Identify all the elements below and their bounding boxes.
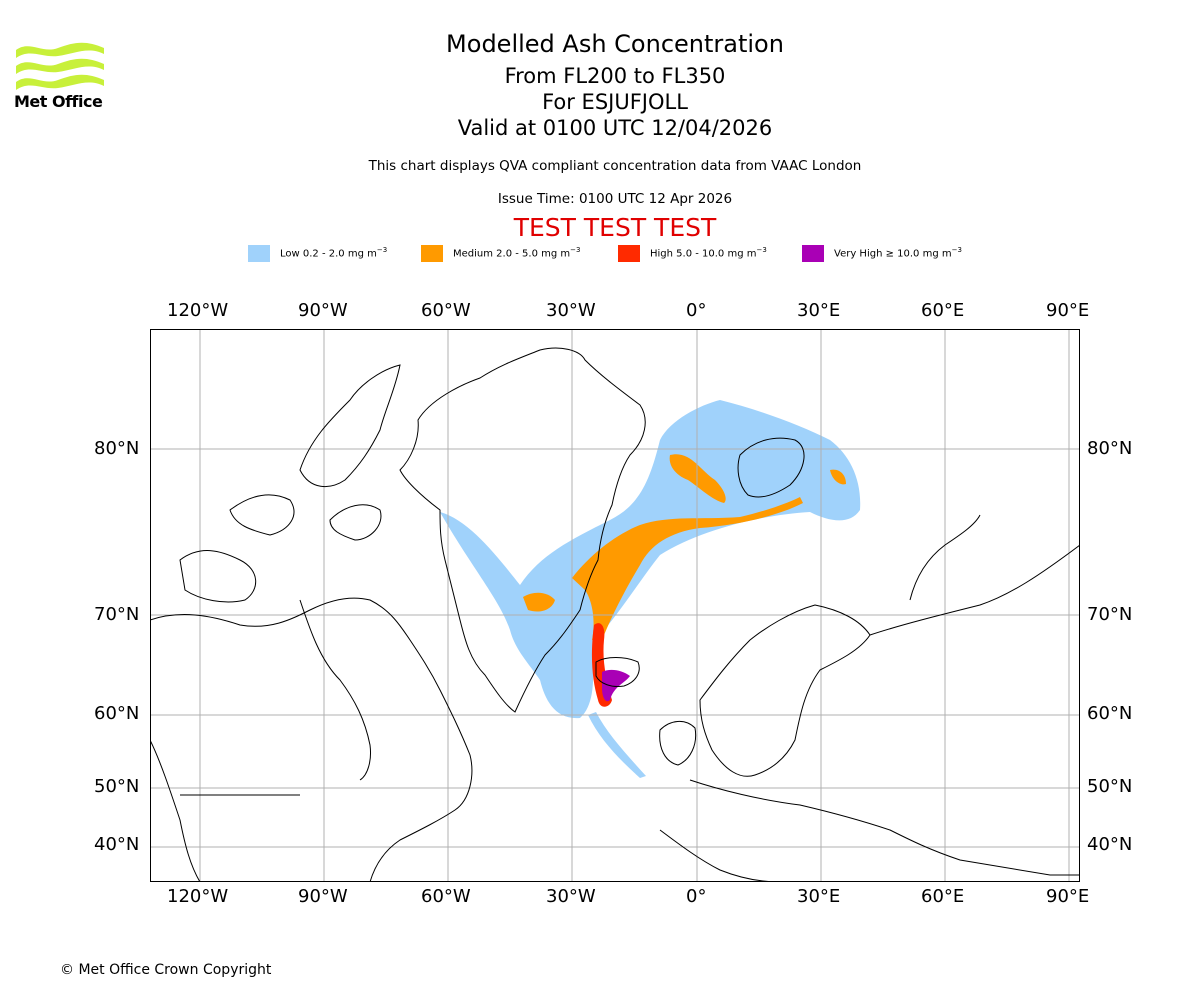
valid-time: Valid at 0100 UTC 12/04/2026: [457, 116, 773, 140]
lat-tick-left: 80°N: [94, 438, 140, 459]
copyright-notice: © Met Office Crown Copyright: [60, 962, 272, 978]
coastlines: [150, 347, 1080, 882]
legend-swatch-low: [248, 244, 270, 262]
lon-tick-bottom: 60°W: [421, 886, 471, 907]
lon-tick-bottom: 90°W: [298, 886, 348, 907]
ash-medium-region: [523, 454, 846, 640]
flight-levels: From FL200 to FL350: [504, 64, 726, 88]
lon-tick-bottom: 0°: [686, 886, 707, 907]
lat-tick-right: 40°N: [1087, 834, 1133, 855]
lat-tick-right: 50°N: [1087, 776, 1133, 797]
legend-label-high: High 5.0 - 10.0 mg m−3: [650, 246, 767, 260]
legend-item-medium: Medium 2.0 - 5.0 mg m−3: [421, 244, 580, 262]
lon-tick-top: 30°E: [797, 300, 841, 321]
lon-tick-bottom: 120°W: [167, 886, 229, 907]
legend-item-low: Low 0.2 - 2.0 mg m−3: [248, 244, 387, 262]
met-office-wave-logo-icon: [16, 42, 104, 90]
lon-tick-bottom: 30°E: [797, 886, 841, 907]
lon-tick-bottom: 60°E: [921, 886, 965, 907]
legend-label-low: Low 0.2 - 2.0 mg m−3: [280, 246, 388, 260]
lon-tick-top: 30°W: [546, 300, 596, 321]
legend-swatch-very-high: [802, 244, 824, 262]
legend-item-high: High 5.0 - 10.0 mg m−3: [618, 244, 767, 262]
lon-tick-bottom: 30°W: [546, 886, 596, 907]
legend-label-medium: Medium 2.0 - 5.0 mg m−3: [453, 246, 581, 260]
graticule: [150, 329, 1080, 882]
legend-label-very-high: Very High ≥ 10.0 mg m−3: [834, 246, 962, 260]
lon-tick-top: 0°: [686, 300, 707, 321]
lon-tick-top: 60°W: [421, 300, 471, 321]
met-office-logo-text: Met Office: [14, 92, 103, 111]
ash-very-high-region: [602, 669, 630, 702]
ash-concentration-map: [150, 329, 1080, 882]
lon-tick-top: 120°W: [167, 300, 229, 321]
lat-tick-left: 70°N: [94, 604, 140, 625]
legend-swatch-medium: [421, 244, 443, 262]
issue-time: Issue Time: 0100 UTC 12 Apr 2026: [497, 191, 733, 207]
lon-tick-top: 90°W: [298, 300, 348, 321]
legend-item-very-high: Very High ≥ 10.0 mg m−3: [802, 244, 962, 262]
lat-tick-left: 40°N: [94, 834, 140, 855]
lon-tick-top: 90°E: [1046, 300, 1090, 321]
lat-tick-left: 50°N: [94, 776, 140, 797]
chart-title: Modelled Ash Concentration: [446, 30, 784, 58]
lon-tick-top: 60°E: [921, 300, 965, 321]
ash-low-region: [440, 400, 861, 778]
lat-tick-right: 70°N: [1087, 604, 1133, 625]
lat-tick-left: 60°N: [94, 703, 140, 724]
lat-tick-right: 60°N: [1087, 703, 1133, 724]
lat-tick-right: 80°N: [1087, 438, 1133, 459]
test-banner: TEST TEST TEST: [513, 213, 717, 242]
lon-tick-bottom: 90°E: [1046, 886, 1090, 907]
legend-swatch-high: [618, 244, 640, 262]
volcano-name: For ESJUFJOLL: [542, 90, 688, 114]
compliance-note: This chart displays QVA compliant concen…: [368, 158, 862, 174]
